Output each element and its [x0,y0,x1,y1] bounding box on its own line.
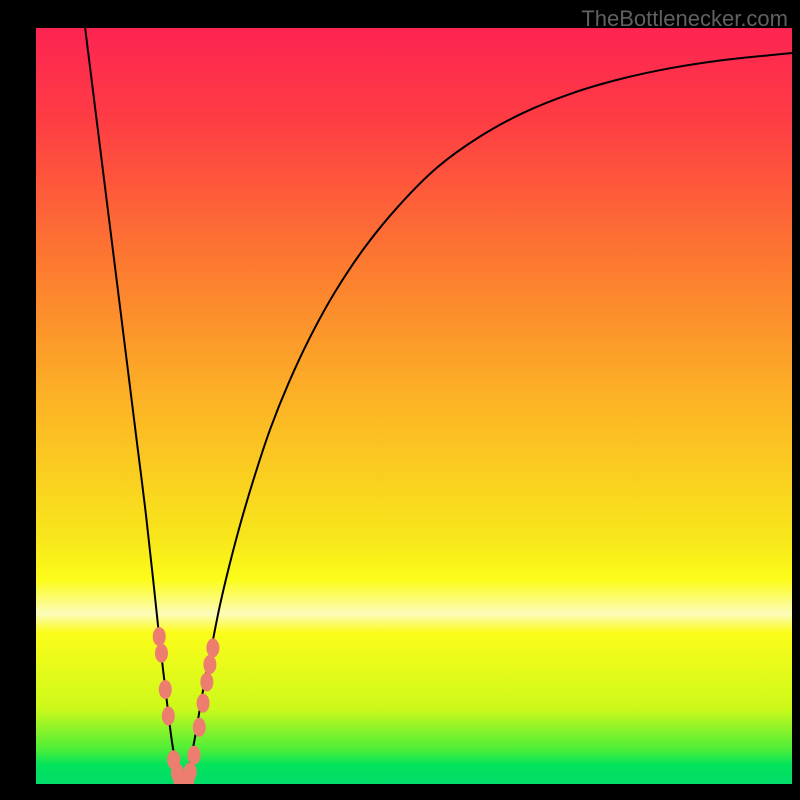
marker-point [200,672,213,691]
marker-point [153,627,166,646]
marker-point [188,746,201,765]
marker-point [203,655,216,674]
marker-point [159,680,172,699]
marker-point [184,762,197,781]
marker-point [206,638,219,657]
watermark-text: TheBottlenecker.com [581,6,788,32]
marker-point [155,644,168,663]
plot-svg [36,28,792,784]
plot-region [36,28,792,784]
marker-point [197,694,210,713]
marker-point [162,706,175,725]
plot-background [36,28,792,784]
marker-point [193,718,206,737]
